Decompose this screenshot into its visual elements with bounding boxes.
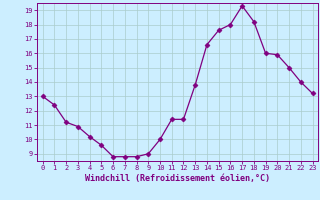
X-axis label: Windchill (Refroidissement éolien,°C): Windchill (Refroidissement éolien,°C) (85, 174, 270, 183)
